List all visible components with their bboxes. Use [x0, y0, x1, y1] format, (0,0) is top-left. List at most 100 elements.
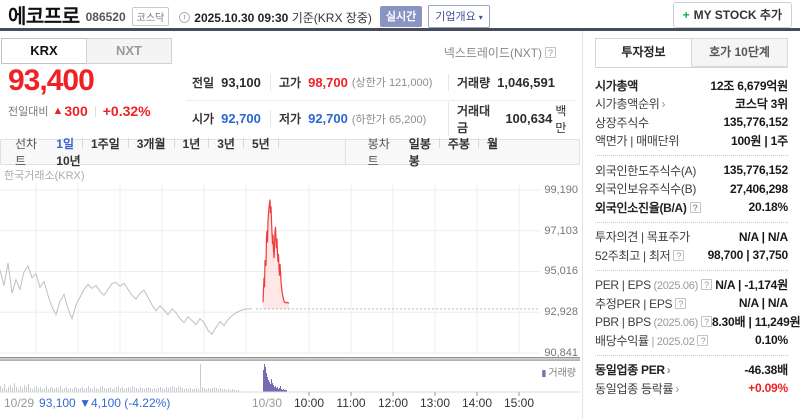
line-chart-tabs: 1일 1주일 3개월 1년 3년 5년 10년: [56, 135, 296, 169]
help-icon[interactable]: ?: [700, 315, 712, 327]
tab-nxt[interactable]: NXT: [86, 38, 172, 64]
volume-value: 1,046,591: [497, 74, 555, 90]
period-tab-5년[interactable]: 5년: [251, 137, 270, 151]
help-icon[interactable]: ?: [673, 249, 685, 261]
my-stock-add-button[interactable]: + MY STOCK 추가: [672, 2, 792, 28]
price-chart[interactable]: [0, 165, 580, 419]
info-row: 동일업종 등락률 › +0.09%: [595, 379, 788, 398]
realtime-badge: 실시간: [379, 6, 423, 27]
sidebar-tab-호가 10단계[interactable]: 호가 10단계: [692, 38, 788, 67]
help-icon[interactable]: ?: [545, 47, 556, 58]
period-tab-1일[interactable]: 1일: [56, 137, 74, 151]
candle-chart-group-label: 봉차트: [367, 137, 390, 168]
help-icon[interactable]: ?: [675, 297, 687, 309]
info-row: 상장주식수 135,776,152: [595, 113, 788, 132]
change-value: 300: [64, 103, 88, 119]
period-tab-3개월[interactable]: 3개월: [136, 137, 166, 151]
info-label: 투자의견 | 목표주가: [595, 230, 690, 245]
help-icon[interactable]: ?: [689, 201, 701, 213]
info-row: 외국인소진율(B/A)? 20.18%: [595, 198, 788, 217]
lower-limit: (하한가 65,200): [351, 113, 427, 126]
info-label: 배당수익률 | 2025.02?: [595, 332, 709, 349]
open-value: 92,700: [221, 111, 261, 126]
company-overview-button[interactable]: 기업개요 ▾: [428, 5, 490, 28]
volume-legend: ▮ 거래량: [541, 368, 576, 379]
header: 에코프로 086520 코스닥 2025.10.30 09:30 기준(KRX …: [0, 0, 800, 28]
period-tab-월봉[interactable]: 월봉: [408, 137, 499, 168]
upper-limit: (상한가 121,000): [351, 77, 433, 89]
x-axis-label: 10/30: [251, 396, 283, 410]
y-axis-label: 99,190: [544, 184, 578, 196]
volume-bar-icon: ▮: [541, 368, 547, 378]
prev-close-label: 전일: [192, 75, 215, 90]
chart-splitter-handle[interactable]: [0, 357, 580, 361]
period-tab-1년[interactable]: 1년: [182, 137, 201, 151]
y-axis-label: 90,841: [544, 347, 578, 359]
info-value: 100원 | 1주: [730, 134, 788, 149]
y-axis-label: 97,103: [544, 224, 578, 237]
info-row: 시가총액 12조 6,679억원: [595, 76, 788, 95]
stock-name: 에코프로: [8, 5, 80, 28]
x-axis-label: 12:00: [377, 396, 409, 410]
open-label: 시가: [192, 112, 215, 126]
info-label: 외국인한도주식수(A): [595, 163, 697, 178]
change-percent: +0.32%: [102, 103, 151, 119]
market-tab-bar: KRX NXT: [1, 38, 172, 64]
stock-code: 086520: [85, 10, 126, 24]
info-label: 외국인보유주식수(B): [595, 182, 697, 197]
help-icon[interactable]: ?: [697, 334, 709, 346]
info-label: PER | EPS (2025.06)?: [595, 278, 712, 292]
chevron-right-icon: ›: [675, 381, 679, 396]
candle-chart-group: 봉차트 일봉 주봉 월봉: [368, 135, 503, 169]
period-tab-주봉[interactable]: 주봉: [447, 137, 470, 151]
info-row: 추정PER | EPS? N/A | N/A: [595, 294, 788, 313]
prev-close-value: 93,100: [221, 74, 261, 90]
info-label: 추정PER | EPS?: [595, 295, 687, 312]
period-tab-10년[interactable]: 10년: [56, 154, 81, 168]
info-row: 시가총액순위 › 코스닥 3위: [595, 95, 788, 114]
info-label: PBR | BPS (2025.06)?: [595, 315, 712, 329]
high-label: 고가: [279, 75, 302, 90]
info-value: 코스닥 3위: [735, 97, 788, 112]
info-label: 동일업종 PER ›: [595, 363, 671, 378]
sidebar-tab-투자정보[interactable]: 투자정보: [595, 38, 692, 67]
info-row: 배당수익률 | 2025.02? 0.10%: [595, 331, 788, 350]
info-value: N/A | N/A: [738, 296, 788, 311]
info-row: 외국인보유주식수(B) 27,406,298: [595, 180, 788, 199]
y-axis-label: 95,016: [544, 265, 578, 278]
help-icon[interactable]: ?: [700, 278, 712, 290]
info-row: PBR | BPS (2025.06)? 8.30배 | 11,249원: [595, 313, 800, 332]
info-value: N/A | N/A: [738, 229, 788, 244]
info-value: 0.10%: [754, 333, 788, 348]
info-label: 액면가 | 매매단위: [595, 134, 680, 149]
volume-label: 거래량: [457, 75, 491, 90]
low-label: 저가: [279, 112, 302, 126]
amount-label: 거래대금: [457, 103, 491, 135]
x-axis-label: 13:00: [419, 396, 451, 410]
period-tab-일봉[interactable]: 일봉: [408, 137, 431, 151]
info-row: 동일업종 PER › -46.38배: [595, 361, 788, 380]
price-change: 전일대비 ▲ 300 +0.32%: [8, 103, 151, 119]
period-tab-3년[interactable]: 3년: [217, 137, 235, 151]
x-axis-label: 10:00: [293, 396, 325, 410]
sidebar-tab-bar: 투자정보 호가 10단계: [595, 38, 788, 68]
high-value: 98,700: [308, 74, 348, 90]
info-row: 52주최고 | 최저? 98,700 | 37,750: [595, 246, 788, 265]
price-summary: 93,400 전일대비 ▲ 300 +0.32% 전일 93,100 고가 98,7…: [8, 64, 582, 137]
info-row: 외국인한도주식수(A) 135,776,152: [595, 161, 788, 180]
amount-value: 100,634: [505, 111, 553, 126]
tab-krx[interactable]: KRX: [1, 38, 87, 64]
info-value: +0.09%: [748, 381, 788, 396]
info-row: 액면가 | 매매단위 100원 | 1주: [595, 132, 788, 151]
dotted-divider: [595, 221, 788, 223]
info-label: 동일업종 등락률 ›: [595, 381, 679, 396]
info-value: 135,776,152: [723, 163, 788, 178]
info-value: 135,776,152: [723, 115, 788, 130]
arrow-up-icon: ▲: [52, 105, 64, 117]
period-tab-1주일[interactable]: 1주일: [90, 137, 120, 151]
info-label: 시가총액순위 ›: [595, 97, 666, 112]
plus-icon: +: [682, 8, 690, 22]
